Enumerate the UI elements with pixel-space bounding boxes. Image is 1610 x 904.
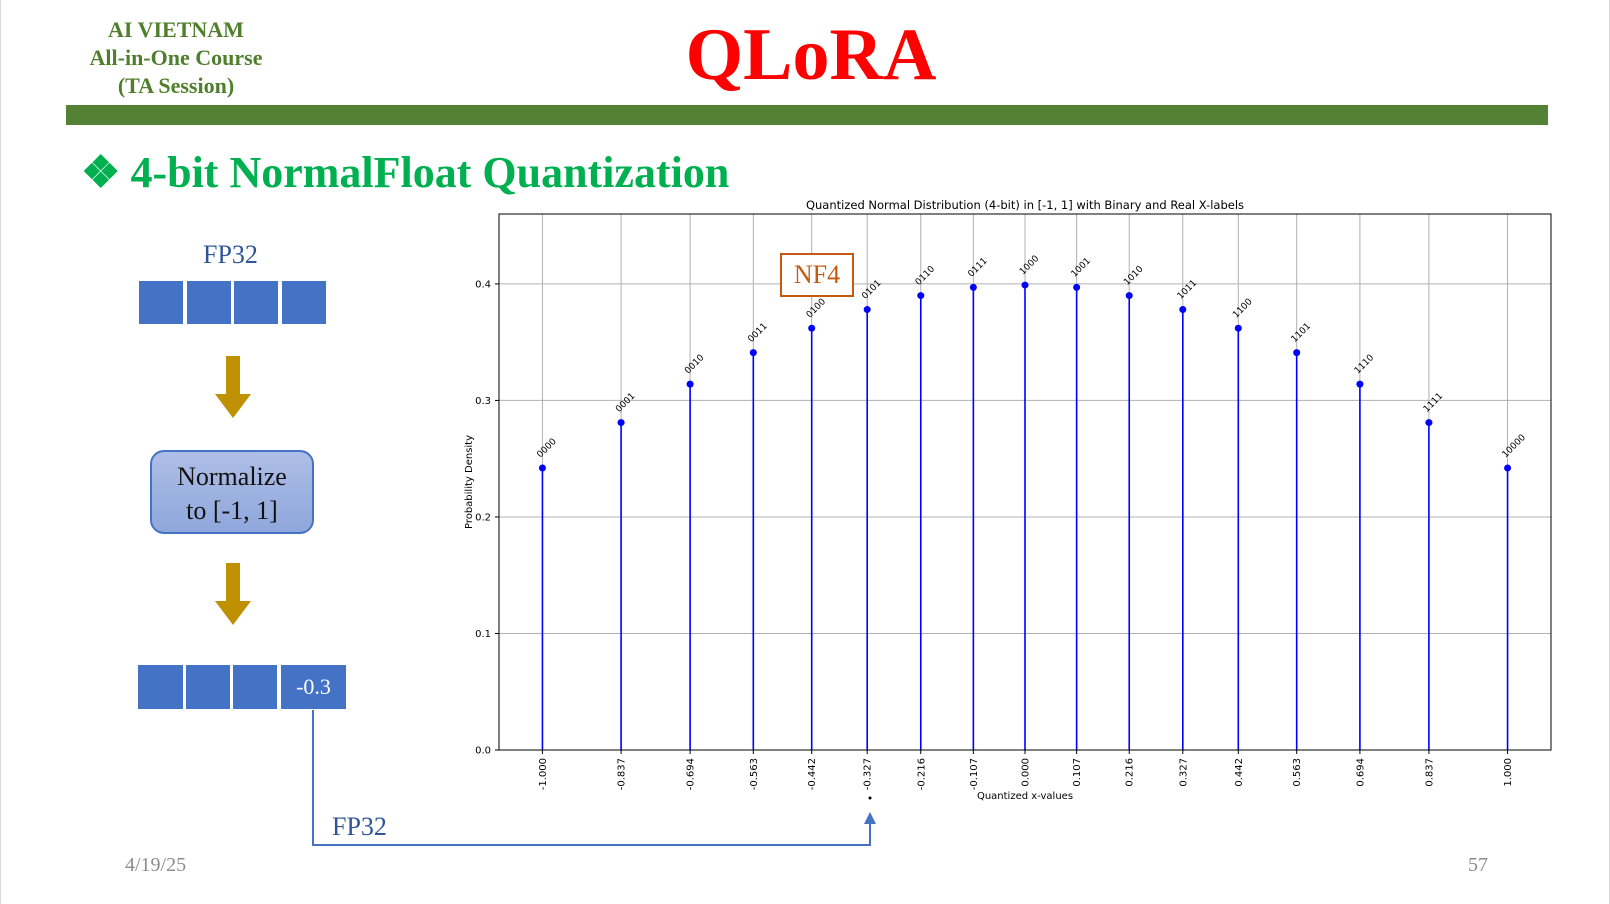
data-point [917,292,925,300]
fp32-cell [282,281,326,324]
course-name: All-in-One Course [89,45,263,70]
binary-code-label: 1011 [1176,278,1199,301]
down-arrow-icon [215,356,251,418]
y-tick-label: 0.4 [475,279,491,290]
diamond-bullet-icon: ❖ [81,148,121,197]
x-tick-label: 1.000 [1503,758,1514,787]
header-divider-bar [66,105,1548,125]
down-arrow-icon [215,563,251,625]
x-tick-label: -0.837 [617,758,628,790]
data-point [1179,306,1187,314]
data-point [1021,281,1029,289]
data-point [1425,419,1433,427]
fp32-cell [234,281,278,324]
binary-code-label: 0001 [614,391,637,414]
fp32-top-label: FP32 [203,240,258,269]
binary-code-label: 1000 [1018,254,1041,277]
binary-code-label: 0011 [746,322,769,345]
nf4-label-box: NF4 [780,253,854,297]
x-tick-label: -0.694 [686,758,697,790]
x-tick-label: -0.327 [863,758,874,790]
x-tick-label: 0.327 [1178,758,1189,787]
data-point [1293,349,1301,357]
data-point [1125,292,1133,300]
slide-title: QLoRA [685,14,937,96]
x-tick-label: 0.216 [1125,758,1136,787]
normalized-cell [186,665,230,709]
binary-code-label: 1101 [1290,322,1313,345]
chart-title: Quantized Normal Distribution (4-bit) in… [806,198,1244,212]
binary-code-label: 1001 [1070,256,1093,279]
normalize-line-1: Normalize [177,462,287,491]
data-point [749,349,757,357]
plot-area [498,213,1552,751]
data-point [863,306,871,314]
session-name: (TA Session) [117,73,235,98]
x-tick-label: -0.442 [807,758,818,790]
y-tick-label: 0.2 [475,512,491,523]
course-logo-text: AI VIETNAM All-in-One Course (TA Session… [71,16,281,100]
data-point [1234,324,1242,332]
binary-code-label: 1110 [1353,353,1376,376]
x-tick-label: 0.563 [1292,758,1303,787]
org-name: AI VIETNAM [108,17,244,42]
x-tick-label: 0.694 [1355,758,1366,787]
y-tick-label: 0.3 [475,396,491,407]
y-tick-label: 0.0 [475,746,491,757]
binary-code-label: 0111 [966,256,989,279]
normalize-line-2: to [-1, 1] [186,496,278,525]
normalized-value-cell: -0.3 [281,665,346,709]
binary-code-label: 0100 [805,297,828,320]
x-tick-label: -1.000 [538,758,549,790]
section-heading-text: 4-bit NormalFloat Quantization [130,148,730,197]
fp32-cell [139,281,183,324]
data-point [808,324,816,332]
fp32-cell [187,281,231,324]
x-marker-dot [868,796,872,800]
x-tick-label: -0.563 [749,758,760,790]
binary-code-label: 0101 [860,278,883,301]
x-tick-label: 0.442 [1234,758,1245,787]
data-point [617,419,625,427]
x-tick-label: 0.000 [1021,758,1032,787]
slide-date: 4/19/25 [125,854,187,876]
normalize-box: Normalize to [-1, 1] [150,450,314,534]
fp32-bottom-label: FP32 [332,812,387,841]
binary-code-label: 0000 [535,437,558,460]
binary-code-label: 1100 [1231,297,1254,320]
normalized-cell [233,665,277,709]
data-point [1073,283,1081,291]
data-point [538,464,546,472]
binary-code-label: 0010 [683,353,706,376]
slide-number: 57 [1468,854,1488,876]
binary-code-label: 10000 [1501,433,1529,461]
chart-ticks: 0.0 0.1 0.2 0.3 0.4 -1.000 -0.837 -0.694 -0.563 -… [475,279,1514,790]
data-point [686,380,694,388]
x-tick-label: 0.837 [1424,758,1435,787]
x-axis-label: Quantized x-values [977,791,1073,802]
x-tick-label: -0.216 [916,758,927,790]
y-tick-label: 0.1 [475,629,491,640]
data-point [969,283,977,291]
x-tick-label: 0.107 [1072,758,1083,787]
normalized-cell [138,665,183,709]
section-heading: ❖ 4-bit NormalFloat Quantization [81,145,729,201]
binary-code-label: 1111 [1422,391,1445,414]
y-axis-label: Probability Density [464,435,475,529]
x-tick-label: -0.107 [969,758,980,790]
data-point [1504,464,1512,472]
data-point [1356,380,1364,388]
